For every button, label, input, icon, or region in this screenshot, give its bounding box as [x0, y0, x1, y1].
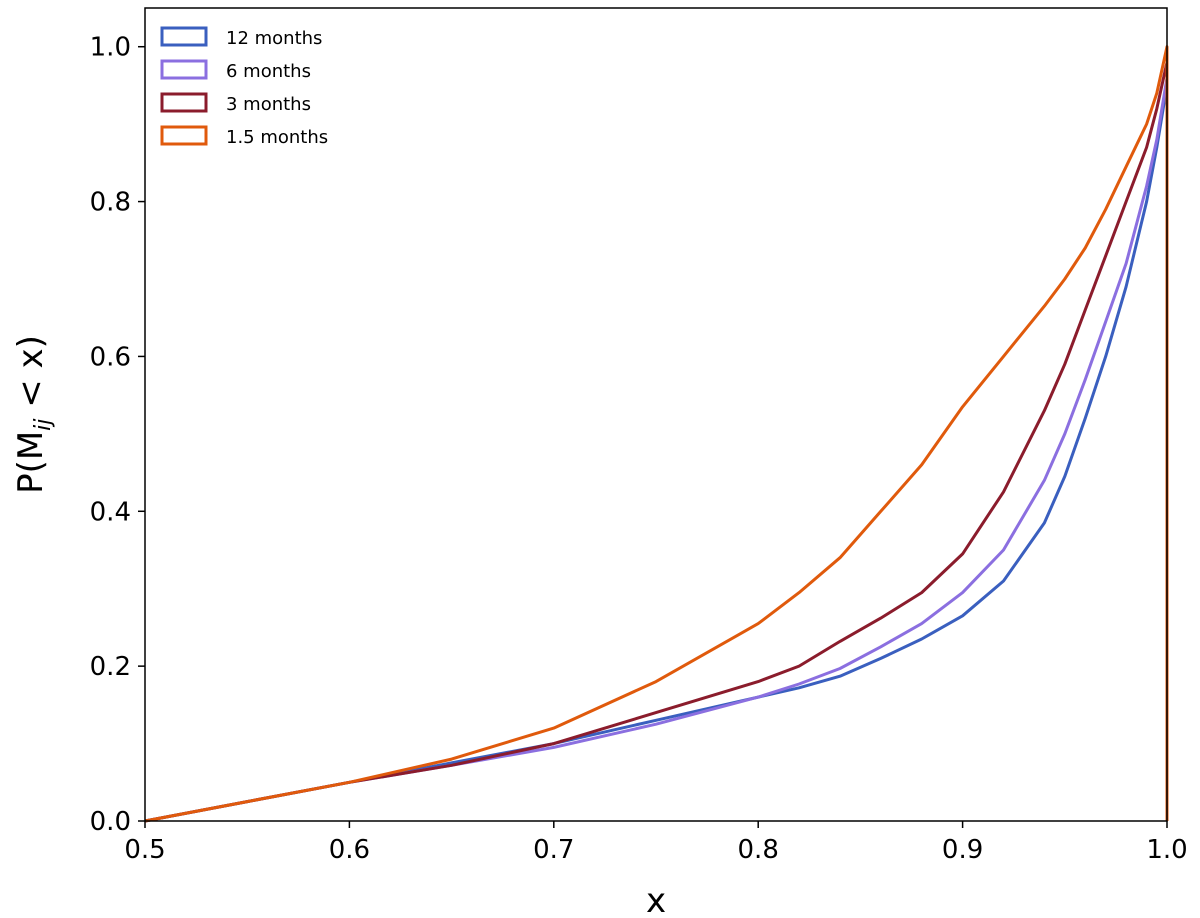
x-axis-label: x: [646, 881, 666, 918]
legend-swatch: [160, 26, 208, 47]
y-tick-label: 0.0: [90, 807, 131, 837]
x-tick-label: 0.6: [329, 835, 370, 865]
legend: 12 months 6 months 3 months 1.5 months: [160, 26, 328, 148]
legend-label: 12 months: [226, 28, 322, 49]
y-tick-label: 0.4: [90, 497, 131, 527]
series-line-3-months: [144, 60, 1169, 823]
x-tick-label: 1.0: [1146, 835, 1187, 865]
plot-frame: [144, 7, 1168, 822]
x-tick-label: 0.5: [124, 835, 165, 865]
legend-label: 3 months: [226, 94, 311, 115]
legend-label: 1.5 months: [226, 127, 328, 148]
legend-swatch: [160, 92, 208, 113]
y-axis-ticks: 0.0 0.2 0.4 0.6 0.8 1.0: [90, 33, 145, 837]
y-axis-label-prefix: P(M: [11, 431, 51, 494]
series-line-12-months: [144, 83, 1169, 823]
y-axis-label: P(Mij < x): [11, 335, 56, 494]
y-tick-label: 0.2: [90, 652, 131, 682]
x-tick-label: 0.9: [942, 835, 983, 865]
y-axis-label-suffix: < x): [11, 335, 51, 419]
series-line-6-months: [144, 76, 1169, 823]
x-axis-ticks: 0.5 0.6 0.7 0.8 0.9 1.0: [124, 821, 1188, 865]
plot-lines: [144, 45, 1169, 823]
y-tick-label: 0.8: [90, 188, 131, 218]
x-tick-label: 0.8: [738, 835, 779, 865]
y-tick-label: 0.6: [90, 342, 131, 372]
y-axis-label-subscript: ij: [31, 418, 56, 431]
legend-label: 6 months: [226, 61, 311, 82]
legend-swatch: [160, 125, 208, 146]
x-tick-label: 0.7: [533, 835, 574, 865]
y-tick-label: 1.0: [90, 33, 131, 63]
series-line-1-5-months: [144, 45, 1169, 823]
legend-swatch: [160, 59, 208, 80]
